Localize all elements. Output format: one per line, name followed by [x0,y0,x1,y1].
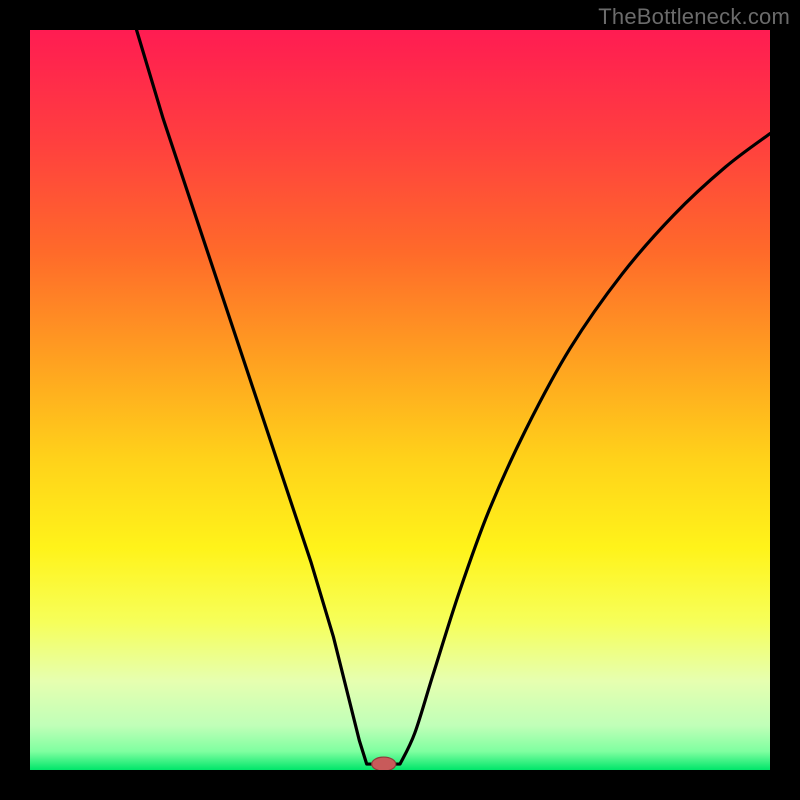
watermark-text: TheBottleneck.com [598,4,790,30]
bottleneck-curve-chart [0,0,800,800]
optimal-point-marker [372,757,396,771]
chart-container: TheBottleneck.com [0,0,800,800]
plot-background [30,30,770,770]
